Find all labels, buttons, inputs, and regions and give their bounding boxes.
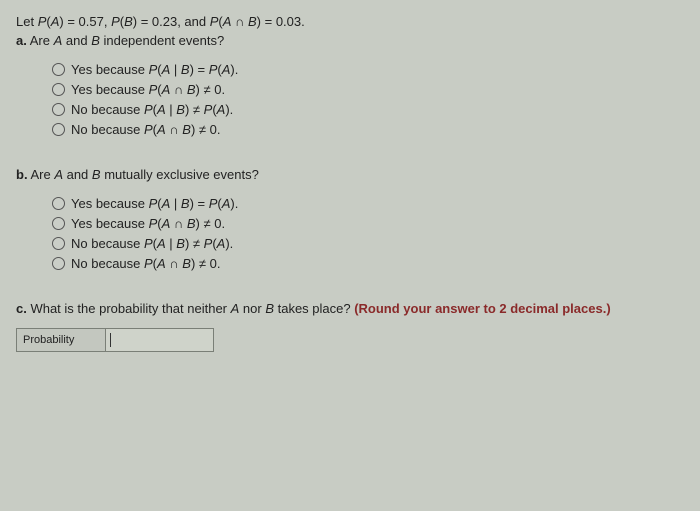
- given-pb: P(B) = 0.23: [111, 14, 177, 29]
- part-b-option-1[interactable]: Yes because P(A | B) = P(A).: [52, 196, 684, 211]
- rounding-note: (Round your answer to 2 decimal places.): [354, 301, 610, 316]
- given-pab: P(A ∩ B) = 0.03: [210, 14, 301, 29]
- given-pa: P(A) = 0.57: [38, 14, 104, 29]
- probability-input[interactable]: [106, 329, 213, 351]
- part-c-question: c. What is the probability that neither …: [16, 301, 684, 316]
- given-statement: Let P(A) = 0.57, P(B) = 0.23, and P(A ∩ …: [16, 14, 684, 29]
- part-a-label: a.: [16, 33, 27, 48]
- part-a-option-3[interactable]: No because P(A | B) ≠ P(A).: [52, 102, 684, 117]
- probability-label-cell: Probability: [17, 329, 106, 351]
- radio-icon[interactable]: [52, 237, 65, 250]
- radio-icon[interactable]: [52, 217, 65, 230]
- part-b-option-3[interactable]: No because P(A | B) ≠ P(A).: [52, 236, 684, 251]
- radio-icon[interactable]: [52, 197, 65, 210]
- radio-icon[interactable]: [52, 83, 65, 96]
- part-c-label: c.: [16, 301, 27, 316]
- part-b-options: Yes because P(A | B) = P(A). Yes because…: [16, 196, 684, 271]
- radio-icon[interactable]: [52, 103, 65, 116]
- part-b-question: b. Are A and B mutually exclusive events…: [16, 167, 684, 182]
- radio-icon[interactable]: [52, 123, 65, 136]
- option-text: Yes because P(A ∩ B) ≠ 0.: [71, 216, 225, 231]
- part-a-question: a. Are A and B independent events?: [16, 33, 684, 48]
- part-b-label: b.: [16, 167, 28, 182]
- radio-icon[interactable]: [52, 63, 65, 76]
- part-a-option-4[interactable]: No because P(A ∩ B) ≠ 0.: [52, 122, 684, 137]
- option-text: Yes because P(A | B) = P(A).: [71, 62, 238, 77]
- option-text: Yes because P(A | B) = P(A).: [71, 196, 238, 211]
- part-b-option-4[interactable]: No because P(A ∩ B) ≠ 0.: [52, 256, 684, 271]
- text-caret-icon: [110, 333, 111, 347]
- option-text: No because P(A ∩ B) ≠ 0.: [71, 122, 220, 137]
- part-a-option-1[interactable]: Yes because P(A | B) = P(A).: [52, 62, 684, 77]
- option-text: No because P(A | B) ≠ P(A).: [71, 102, 233, 117]
- option-text: Yes because P(A ∩ B) ≠ 0.: [71, 82, 225, 97]
- probability-label: Probability: [23, 334, 74, 346]
- part-a-option-2[interactable]: Yes because P(A ∩ B) ≠ 0.: [52, 82, 684, 97]
- probability-answer-row: Probability: [16, 328, 214, 352]
- part-a-options: Yes because P(A | B) = P(A). Yes because…: [16, 62, 684, 137]
- given-prefix: Let: [16, 14, 38, 29]
- radio-icon[interactable]: [52, 257, 65, 270]
- option-text: No because P(A ∩ B) ≠ 0.: [71, 256, 220, 271]
- option-text: No because P(A | B) ≠ P(A).: [71, 236, 233, 251]
- part-b-option-2[interactable]: Yes because P(A ∩ B) ≠ 0.: [52, 216, 684, 231]
